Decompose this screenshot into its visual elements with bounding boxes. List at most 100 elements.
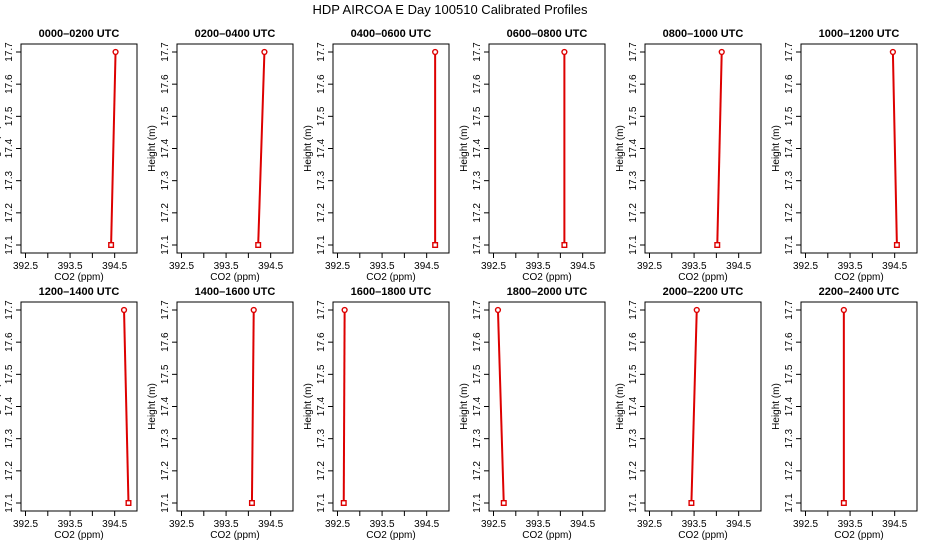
y-tick-label: 17.2: [4, 203, 15, 223]
x-axis-label: CO2 (ppm): [366, 530, 415, 540]
x-tick-label: 392.5: [481, 261, 506, 272]
y-tick-label: 17.6: [628, 74, 639, 94]
profile-line: [891, 51, 898, 246]
bottom-point: [255, 241, 262, 248]
x-axis-label: CO2 (ppm): [522, 530, 571, 540]
bottom-point: [340, 500, 347, 507]
x-axis-label: CO2 (ppm): [834, 530, 883, 540]
y-tick-label: 17.7: [160, 42, 171, 62]
y-axis-label: Height (m): [303, 125, 314, 172]
y-tick-label: 17.2: [160, 461, 171, 481]
panel-title: 0400–0600 UTC: [351, 28, 432, 40]
y-tick-label: 17.2: [628, 203, 639, 223]
plot-frame: [800, 301, 918, 512]
top-point: [889, 48, 896, 56]
y-tick-label: 17.1: [784, 235, 795, 255]
bottom-point: [432, 241, 439, 248]
profile-line: [250, 309, 255, 504]
panel-title: 1400–1600 UTC: [195, 286, 276, 298]
panel-title: 1600–1800 UTC: [351, 286, 432, 298]
y-axis-label: Height (m): [303, 383, 314, 430]
x-tick-label: 394.5: [882, 261, 907, 272]
x-tick-label: 392.5: [481, 519, 506, 530]
x-axis-label: CO2 (ppm): [54, 272, 103, 283]
panel-grid: 0000–0200 UTC 392.5 393.5 394.5 CO2 (ppm) 17.…: [0, 28, 918, 540]
x-tick-label: 394.5: [726, 261, 751, 272]
y-tick-label: 17.6: [4, 332, 15, 352]
y-tick-label: 17.4: [4, 138, 15, 158]
y-tick-label: 17.2: [316, 461, 327, 481]
bottom-point: [714, 241, 721, 248]
x-tick-label: 393.5: [214, 519, 239, 530]
y-tick-label: 17.6: [628, 332, 639, 352]
y-tick-label: 17.1: [160, 493, 171, 513]
y-tick-label: 17.5: [160, 106, 171, 126]
y-tick-label: 17.3: [160, 170, 171, 190]
plot-frame: [20, 43, 138, 254]
profile-line: [257, 51, 266, 246]
y-tick-label: 17.5: [4, 364, 15, 384]
y-tick-label: 17.4: [784, 138, 795, 158]
y-tick-label: 17.5: [316, 106, 327, 126]
y-tick-label: 17.4: [784, 396, 795, 416]
y-tick-label: 17.6: [784, 74, 795, 94]
x-tick-label: 393.5: [526, 519, 551, 530]
bottom-point: [688, 500, 695, 507]
y-tick-label: 17.4: [4, 396, 15, 416]
x-axis-label: CO2 (ppm): [210, 272, 259, 283]
y-tick-label: 17.2: [4, 461, 15, 481]
y-tick-label: 17.4: [628, 138, 639, 158]
plot-frame: [800, 43, 918, 254]
x-tick-label: 392.5: [793, 261, 818, 272]
plot-frame: [488, 301, 606, 512]
x-tick-label: 392.5: [325, 261, 350, 272]
x-tick-label: 393.5: [370, 261, 395, 272]
profile-line: [342, 309, 346, 504]
y-tick-label: 17.3: [160, 428, 171, 448]
y-tick-label: 17.5: [316, 364, 327, 384]
y-tick-label: 17.3: [4, 170, 15, 190]
panel-title: 0000–0200 UTC: [39, 28, 120, 40]
y-tick-label: 17.4: [316, 396, 327, 416]
y-tick-label: 17.6: [4, 74, 15, 94]
figure-title: HDP AIRCOA E Day 100510 Calibrated Profi…: [312, 2, 588, 17]
panel-title: 1200–1400 UTC: [39, 286, 120, 298]
y-tick-label: 17.5: [784, 106, 795, 126]
y-axis-label: Height (m): [771, 383, 782, 430]
y-tick-label: 17.5: [472, 106, 483, 126]
y-tick-label: 17.4: [472, 396, 483, 416]
x-tick-label: 392.5: [325, 519, 350, 530]
y-tick-label: 17.1: [628, 493, 639, 513]
y-axis-label: Height (m): [771, 125, 782, 172]
y-axis-label: Height (m): [615, 125, 626, 172]
top-point: [693, 306, 700, 314]
x-tick-label: 393.5: [682, 261, 707, 272]
y-tick-label: 17.5: [628, 106, 639, 126]
x-tick-label: 393.5: [370, 519, 395, 530]
top-point: [561, 48, 568, 56]
y-tick-label: 17.7: [316, 300, 327, 320]
y-tick-label: 17.1: [628, 235, 639, 255]
y-axis-label: Height (m): [615, 383, 626, 430]
y-tick-label: 17.1: [472, 493, 483, 513]
x-tick-label: 393.5: [58, 261, 83, 272]
panel-title: 1800–2000 UTC: [507, 286, 588, 298]
y-tick-label: 17.7: [628, 300, 639, 320]
x-tick-label: 393.5: [58, 519, 83, 530]
profile-line: [123, 309, 130, 504]
y-tick-label: 17.6: [316, 332, 327, 352]
y-tick-label: 17.1: [316, 493, 327, 513]
x-tick-label: 394.5: [102, 519, 127, 530]
y-tick-label: 17.2: [160, 203, 171, 223]
x-tick-label: 393.5: [838, 519, 863, 530]
y-tick-label: 17.7: [4, 42, 15, 62]
y-tick-label: 17.1: [472, 235, 483, 255]
y-tick-label: 17.6: [784, 332, 795, 352]
y-tick-label: 17.1: [784, 493, 795, 513]
y-tick-label: 17.2: [472, 203, 483, 223]
